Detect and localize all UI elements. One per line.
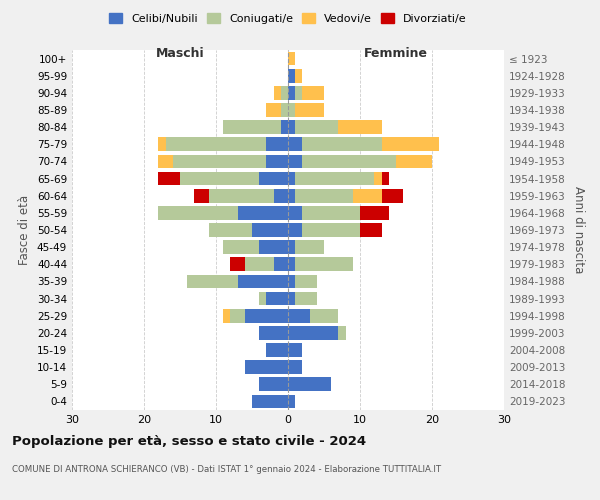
Bar — [238, 274, 288, 288]
Bar — [353, 189, 382, 202]
Bar — [245, 360, 288, 374]
Bar — [180, 172, 259, 185]
Bar — [338, 326, 346, 340]
Bar — [266, 292, 288, 306]
Bar — [295, 189, 353, 202]
Bar — [288, 343, 302, 357]
Bar — [302, 138, 382, 151]
Bar — [158, 172, 180, 185]
Bar — [259, 240, 288, 254]
Bar — [295, 172, 374, 185]
Bar — [166, 138, 266, 151]
Bar — [281, 103, 288, 117]
Y-axis label: Fasce di età: Fasce di età — [19, 195, 31, 265]
Bar — [223, 120, 281, 134]
Bar — [288, 360, 302, 374]
Bar — [295, 274, 317, 288]
Bar — [288, 223, 302, 237]
Bar — [338, 120, 382, 134]
Text: Maschi: Maschi — [155, 46, 205, 60]
Text: Femmine: Femmine — [364, 46, 428, 60]
Bar — [288, 326, 338, 340]
Bar — [187, 274, 238, 288]
Bar — [288, 292, 295, 306]
Bar — [288, 189, 295, 202]
Bar — [302, 86, 324, 100]
Bar — [382, 189, 403, 202]
Bar — [158, 138, 166, 151]
Bar — [295, 120, 338, 134]
Bar — [158, 206, 238, 220]
Bar — [288, 172, 295, 185]
Bar — [288, 240, 295, 254]
Bar — [295, 69, 302, 82]
Bar — [288, 69, 295, 82]
Bar — [288, 378, 331, 391]
Bar — [158, 154, 173, 168]
Bar — [266, 154, 288, 168]
Text: Popolazione per età, sesso e stato civile - 2024: Popolazione per età, sesso e stato civil… — [12, 435, 366, 448]
Bar — [396, 154, 432, 168]
Bar — [281, 120, 288, 134]
Bar — [288, 394, 295, 408]
Bar — [288, 154, 302, 168]
Bar — [252, 223, 288, 237]
Bar — [266, 138, 288, 151]
Bar — [252, 394, 288, 408]
Bar — [374, 172, 382, 185]
Bar — [209, 189, 274, 202]
Bar — [288, 120, 295, 134]
Bar — [288, 103, 295, 117]
Bar — [223, 240, 259, 254]
Bar — [295, 258, 353, 271]
Bar — [209, 223, 252, 237]
Bar — [288, 206, 302, 220]
Bar — [360, 206, 389, 220]
Bar — [259, 292, 266, 306]
Bar — [302, 154, 396, 168]
Bar — [281, 86, 288, 100]
Bar — [223, 309, 230, 322]
Bar — [259, 172, 288, 185]
Bar — [288, 138, 302, 151]
Bar — [382, 138, 439, 151]
Bar — [194, 189, 209, 202]
Bar — [230, 258, 245, 271]
Y-axis label: Anni di nascita: Anni di nascita — [572, 186, 585, 274]
Bar — [259, 326, 288, 340]
Text: COMUNE DI ANTRONA SCHIERANCO (VB) - Dati ISTAT 1° gennaio 2024 - Elaborazione TU: COMUNE DI ANTRONA SCHIERANCO (VB) - Dati… — [12, 465, 441, 474]
Bar — [259, 378, 288, 391]
Bar — [288, 86, 295, 100]
Bar — [274, 258, 288, 271]
Bar — [288, 274, 295, 288]
Bar — [274, 189, 288, 202]
Bar — [295, 86, 302, 100]
Bar — [266, 343, 288, 357]
Bar — [288, 258, 295, 271]
Bar — [288, 309, 310, 322]
Bar — [295, 103, 324, 117]
Bar — [238, 206, 288, 220]
Bar — [173, 154, 266, 168]
Bar — [288, 52, 295, 66]
Bar — [310, 309, 338, 322]
Bar — [274, 86, 281, 100]
Bar — [382, 172, 389, 185]
Bar — [302, 223, 360, 237]
Bar — [295, 292, 317, 306]
Bar — [230, 309, 245, 322]
Bar — [245, 309, 288, 322]
Bar — [266, 103, 281, 117]
Bar — [360, 223, 382, 237]
Bar — [302, 206, 360, 220]
Bar — [245, 258, 274, 271]
Legend: Celibi/Nubili, Coniugati/e, Vedovi/e, Divorziati/e: Celibi/Nubili, Coniugati/e, Vedovi/e, Di… — [105, 9, 471, 29]
Bar — [295, 240, 324, 254]
